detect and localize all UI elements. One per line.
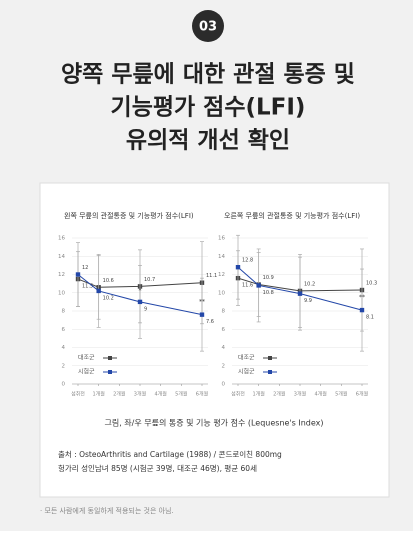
point — [359, 307, 365, 313]
y-tick-label: 2 — [222, 363, 226, 369]
value-label: 10.2 — [304, 281, 315, 287]
badge: 03 — [199, 20, 217, 35]
legend-label: 대조군 — [238, 354, 255, 362]
point — [297, 291, 303, 296]
y-tick-label: 2 — [62, 363, 66, 369]
x-tick-label: 1개월 — [252, 391, 265, 398]
annotation: * — [139, 287, 142, 294]
chart-title: 오른쪽 무릎의 관절통증 및 기능평가 점수(LFI) — [224, 211, 360, 220]
value-label: 8.1 — [366, 315, 374, 321]
legend-label: 시험군 — [238, 368, 255, 376]
value-label: 9.9 — [304, 298, 312, 304]
legend-marker — [268, 370, 272, 374]
value-label: 10.7 — [144, 277, 155, 283]
point — [137, 299, 143, 305]
y-tick-label: 14 — [218, 254, 225, 260]
annotation: ** — [359, 294, 365, 301]
title-line: 양쪽 무릎에 대한 관절 통증 및 — [61, 62, 355, 88]
y-tick-label: 16 — [58, 236, 65, 242]
x-tick-label: 섭취전 — [231, 391, 245, 398]
value-label: 11.5 — [82, 284, 93, 290]
value-label: 10.2 — [103, 295, 114, 301]
value-label: 10.9 — [263, 275, 274, 281]
source-line: 출처 : OsteoArthritis and Cartilage (1988)… — [58, 449, 282, 459]
x-tick-label: 4개월 — [314, 391, 327, 398]
x-tick-label: 4개월 — [154, 391, 167, 398]
value-label: 7.6 — [206, 319, 214, 325]
point — [256, 283, 261, 288]
y-tick-label: 8 — [222, 309, 226, 315]
card — [39, 182, 390, 498]
y-tick-label: 4 — [62, 345, 66, 351]
value-label: 10.3 — [366, 281, 377, 287]
footnote: · 모든 사람에게 동일하게 적용되는 것은 아님. — [40, 506, 174, 515]
y-tick-label: 4 — [222, 345, 226, 351]
y-tick-label: 0 — [222, 382, 226, 388]
x-tick-label: 2개월 — [113, 391, 126, 398]
value-label: 10.8 — [263, 290, 274, 296]
value-label: 12 — [82, 265, 88, 271]
y-tick-label: 8 — [62, 309, 66, 315]
y-tick-label: 12 — [58, 272, 65, 278]
title-line: 유의적 개선 확인 — [126, 128, 290, 154]
point — [235, 265, 241, 270]
legend-label: 시험군 — [78, 368, 95, 376]
series-line — [237, 266, 363, 311]
x-tick-label: 6개월 — [196, 391, 209, 398]
point — [96, 288, 101, 294]
y-tick-label: 14 — [58, 254, 65, 260]
value-label: 10.6 — [103, 278, 114, 284]
x-tick-label: 5개월 — [175, 391, 188, 398]
x-tick-label: 6개월 — [356, 391, 369, 398]
y-tick-label: 16 — [218, 236, 225, 242]
badge-circle — [192, 10, 224, 42]
y-tick-label: 10 — [58, 290, 65, 296]
x-tick-label: 3개월 — [294, 391, 307, 398]
value-label: 11.6 — [242, 283, 253, 289]
legend-label: 대조군 — [78, 354, 95, 362]
value-label: 11.1 — [206, 273, 217, 279]
y-tick-label: 0 — [62, 382, 66, 388]
annotation: ** — [199, 298, 205, 305]
legend-marker — [108, 356, 112, 360]
x-tick-label: 5개월 — [335, 391, 348, 398]
legend-marker — [268, 356, 272, 360]
series-line — [237, 277, 363, 292]
y-tick-label: 6 — [222, 327, 226, 333]
x-tick-label: 2개월 — [273, 391, 286, 398]
y-tick-label: 10 — [218, 290, 225, 296]
point — [199, 312, 205, 317]
point — [75, 272, 81, 277]
source-line: 헝가리 성인남녀 85명 (시험군 39명, 대조군 46명), 평균 60세 — [58, 463, 257, 473]
value-label: 9 — [144, 306, 147, 312]
y-tick-label: 12 — [218, 272, 225, 278]
y-tick-label: 6 — [62, 327, 66, 333]
x-tick-label: 1개월 — [92, 391, 105, 398]
x-tick-label: 섭취전 — [71, 391, 85, 398]
chart-title: 왼쪽 무릎의 관절통증 및 기능평가 점수(LFI) — [64, 211, 194, 220]
series-line — [77, 274, 203, 316]
value-label: 12.8 — [242, 258, 253, 264]
x-tick-label: 3개월 — [134, 391, 147, 398]
caption: 그림, 좌/우 무릎의 통증 및 기능 평가 점수 (Lequesne's In… — [105, 418, 324, 428]
legend-marker — [108, 370, 112, 374]
title-line: 기능평가 점수(LFI) — [111, 95, 306, 121]
